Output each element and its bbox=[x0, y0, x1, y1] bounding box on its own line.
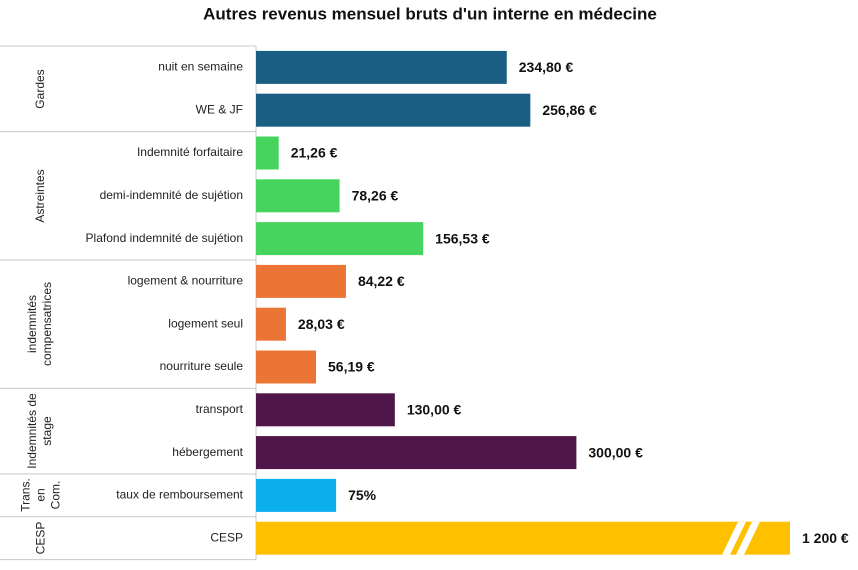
category-label: Indemnité forfaitaire bbox=[137, 145, 243, 159]
value-label: 300,00 € bbox=[588, 444, 643, 460]
value-label: 256,86 € bbox=[542, 102, 597, 118]
bar bbox=[256, 179, 340, 213]
group-label: indemnités compensatrices bbox=[25, 282, 55, 367]
category-label: CESP bbox=[210, 530, 243, 544]
group-label: Gardes bbox=[32, 69, 47, 109]
category-label: logement seul bbox=[168, 316, 243, 330]
bar bbox=[256, 478, 337, 512]
bar bbox=[256, 521, 790, 555]
group-label: Astreintes bbox=[32, 169, 47, 223]
category-label: hébergement bbox=[172, 445, 243, 459]
value-label: 78,26 € bbox=[352, 188, 399, 204]
axis-break bbox=[722, 521, 746, 555]
value-label: 84,22 € bbox=[358, 273, 405, 289]
group-label: Indemnités de stage bbox=[25, 393, 54, 469]
group-label: Trans. en Com. bbox=[17, 478, 62, 513]
bar bbox=[256, 50, 507, 84]
bar bbox=[256, 393, 395, 427]
value-label: 28,03 € bbox=[298, 316, 345, 332]
bar bbox=[256, 93, 531, 127]
value-label: 21,26 € bbox=[291, 145, 338, 161]
axis-break bbox=[736, 521, 760, 555]
value-label: 156,53 € bbox=[435, 230, 490, 246]
bar bbox=[256, 264, 346, 298]
value-label: 1 200 € bbox=[802, 530, 849, 546]
bar bbox=[256, 307, 286, 341]
value-label: 130,00 € bbox=[407, 402, 462, 418]
value-label: 56,19 € bbox=[328, 359, 375, 375]
category-label: Plafond indemnité de sujétion bbox=[86, 231, 243, 245]
chart-title: Autres revenus mensuel bruts d'un intern… bbox=[203, 4, 657, 23]
category-label: nourriture seule bbox=[160, 359, 244, 373]
category-label: transport bbox=[196, 402, 244, 416]
value-label: 75% bbox=[348, 487, 377, 503]
bar bbox=[256, 222, 424, 256]
category-label: nuit en semaine bbox=[158, 60, 243, 74]
category-label: demi-indemnité de sujétion bbox=[100, 188, 243, 202]
bar bbox=[256, 350, 317, 384]
bar bbox=[256, 436, 577, 470]
category-label: taux de remboursement bbox=[116, 488, 243, 502]
bar bbox=[256, 136, 279, 170]
value-label: 234,80 € bbox=[519, 59, 574, 75]
category-label: logement & nourriture bbox=[128, 274, 244, 288]
category-label: WE & JF bbox=[196, 102, 243, 116]
group-label: CESP bbox=[32, 521, 47, 555]
